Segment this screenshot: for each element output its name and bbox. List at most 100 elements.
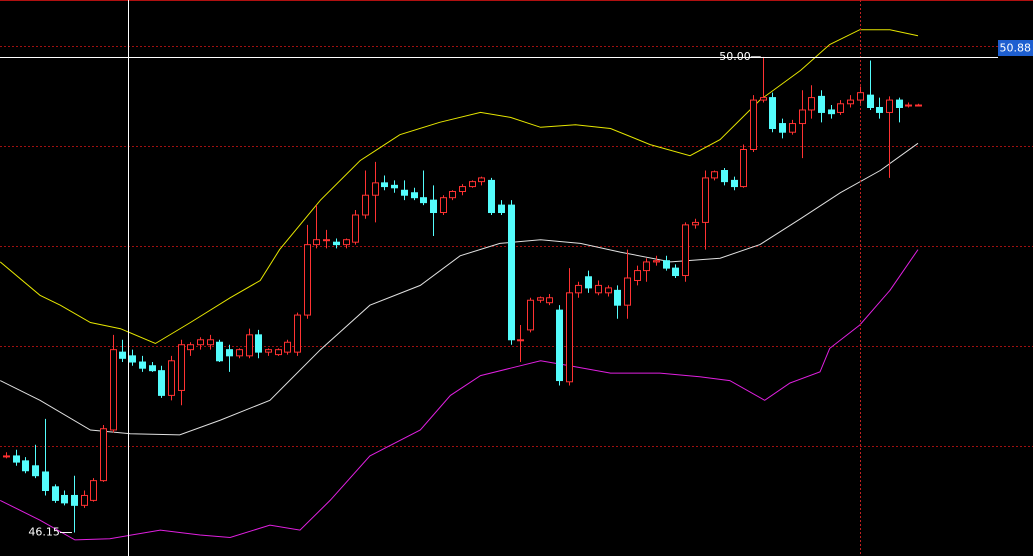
candle-body	[488, 179, 495, 214]
candle-body	[22, 460, 29, 472]
candle-body	[197, 339, 204, 346]
high-marker-label: 50.00	[719, 50, 751, 63]
candle-body	[915, 104, 922, 107]
candle-body	[119, 351, 126, 359]
candle-body	[857, 92, 864, 101]
candle-body	[158, 370, 165, 396]
candle-body	[61, 494, 68, 504]
candle-body	[556, 309, 563, 382]
candle-body	[216, 341, 223, 362]
candle-body	[13, 455, 20, 463]
markers: 50.00 46.15	[28, 50, 761, 539]
candle-body	[828, 109, 835, 115]
candle-body	[760, 97, 767, 101]
candle-body	[168, 360, 175, 396]
candle-body	[226, 349, 233, 357]
candle-body	[517, 339, 524, 342]
candle-body	[740, 149, 747, 188]
candle-body	[789, 123, 796, 133]
candle-body	[469, 181, 476, 188]
candle-body	[769, 97, 776, 129]
candle-body	[110, 349, 117, 431]
grid	[0, 46, 1033, 447]
candle-body	[362, 194, 369, 216]
candle-body	[779, 123, 786, 133]
candle-body	[808, 97, 815, 111]
candle-body	[537, 297, 544, 301]
candle-body	[692, 221, 699, 226]
candle-body	[52, 486, 59, 501]
candle-body	[304, 244, 311, 316]
candle-body	[498, 204, 505, 214]
candle-body	[508, 204, 515, 341]
candle-body	[149, 365, 156, 372]
candle-body	[323, 239, 330, 242]
candle-body	[440, 197, 447, 214]
candle-body	[246, 334, 253, 357]
candle-body	[702, 177, 709, 223]
candle-body	[32, 465, 39, 477]
candle-body	[381, 182, 388, 188]
candle-body	[90, 480, 97, 501]
candle-body	[799, 109, 806, 125]
candle-body	[459, 186, 466, 193]
candle-body	[401, 189, 408, 196]
candle-body	[352, 214, 359, 243]
candle-body	[343, 239, 350, 246]
candle-body	[3, 455, 10, 458]
candle-body	[682, 224, 689, 277]
band-line	[0, 29, 919, 345]
candle-body	[129, 355, 136, 363]
candle-body	[653, 260, 660, 263]
candle-body	[187, 344, 194, 351]
candle-body	[837, 103, 844, 113]
band-line	[0, 142, 919, 436]
candle-body	[236, 349, 243, 357]
candle-body	[605, 287, 612, 294]
candle-body	[566, 292, 573, 383]
candle-body	[672, 267, 679, 277]
low-marker-label: 46.15	[28, 526, 60, 539]
candle-body	[207, 339, 214, 346]
candle-body	[663, 260, 670, 269]
band-line	[0, 249, 919, 541]
candle-body	[71, 494, 78, 506]
candle-body	[721, 170, 728, 183]
candle-body	[847, 99, 854, 105]
candles	[3, 56, 922, 533]
candle-body	[750, 99, 757, 151]
candle-body	[896, 99, 903, 108]
bands	[0, 29, 919, 541]
candle-body	[478, 177, 485, 183]
candle-body	[614, 289, 621, 306]
candle-body	[313, 239, 320, 246]
candle-body	[275, 349, 282, 356]
candle-body	[333, 241, 340, 246]
candle-body	[81, 494, 88, 506]
candle-body	[265, 349, 272, 353]
candle-body	[411, 192, 418, 199]
candle-body	[42, 471, 49, 492]
candle-body	[420, 197, 427, 204]
candle-body	[255, 334, 262, 353]
candle-body	[585, 276, 592, 289]
candle-body	[546, 297, 553, 304]
candle-body	[886, 99, 893, 113]
candle-body	[867, 94, 874, 108]
candle-body	[449, 191, 456, 199]
candle-body	[595, 284, 602, 294]
candle-body	[876, 106, 883, 113]
candle-body	[711, 171, 718, 179]
candle-body	[527, 299, 534, 331]
candle-body	[100, 428, 107, 482]
candle-body	[178, 344, 185, 391]
candle-body	[372, 182, 379, 196]
candle-body	[624, 277, 631, 306]
crosshair-label-box	[998, 40, 1033, 56]
candle-body	[731, 179, 738, 188]
candle-body	[284, 341, 291, 353]
candle-body	[391, 184, 398, 189]
candle-body	[294, 314, 301, 353]
candle-body	[905, 104, 912, 107]
